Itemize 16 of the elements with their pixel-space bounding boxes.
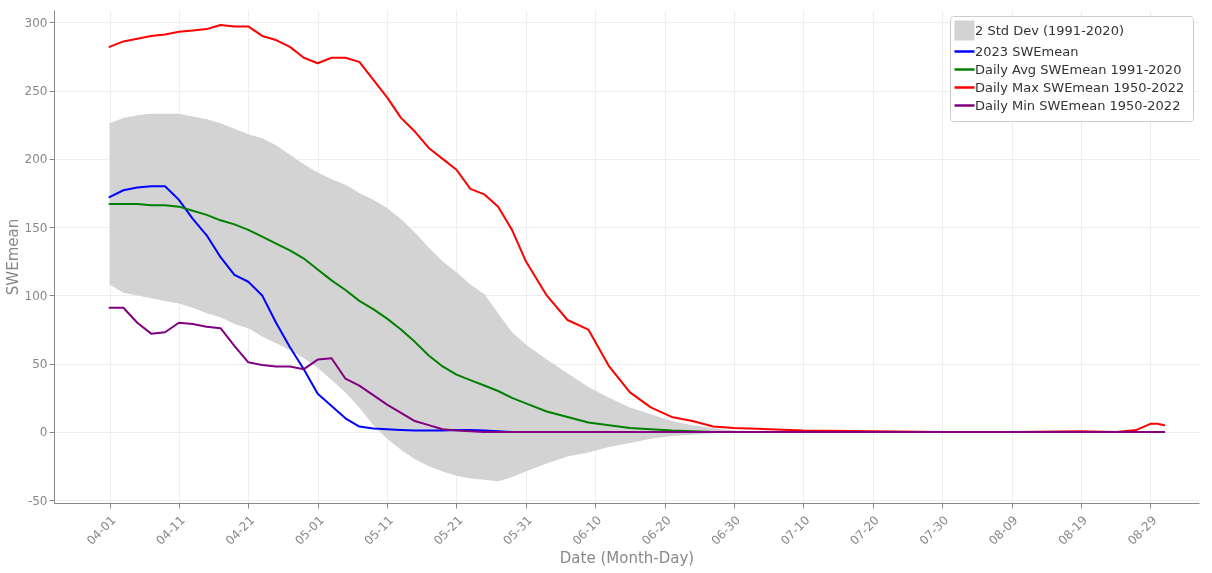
y-tick-label: 150	[24, 220, 48, 235]
y-tick-label: 300	[24, 15, 48, 30]
y-tick-label: -50	[27, 493, 48, 508]
x-axis-title: Date (Month-Day)	[559, 548, 695, 567]
legend-label: Daily Min SWEmean 1950-2022	[975, 97, 1181, 113]
y-tick-label: 100	[24, 288, 48, 303]
annotation: 2 Std Dev (1991-2020)	[975, 22, 1124, 38]
line-series	[108, 306, 1166, 433]
legend-label: 2023 SWEmean	[975, 43, 1079, 59]
legend-label: Daily Avg SWEmean 1991-2020	[975, 61, 1182, 77]
y-tick-label: 200	[24, 152, 48, 167]
y-tick-label: 50	[32, 357, 48, 372]
y-axis-title: SWEmean	[3, 218, 22, 296]
y-tick-label: 250	[24, 84, 48, 99]
legend-label: Daily Max SWEmean 1950-2022	[975, 79, 1185, 95]
y-tick-label: 0	[39, 425, 48, 440]
